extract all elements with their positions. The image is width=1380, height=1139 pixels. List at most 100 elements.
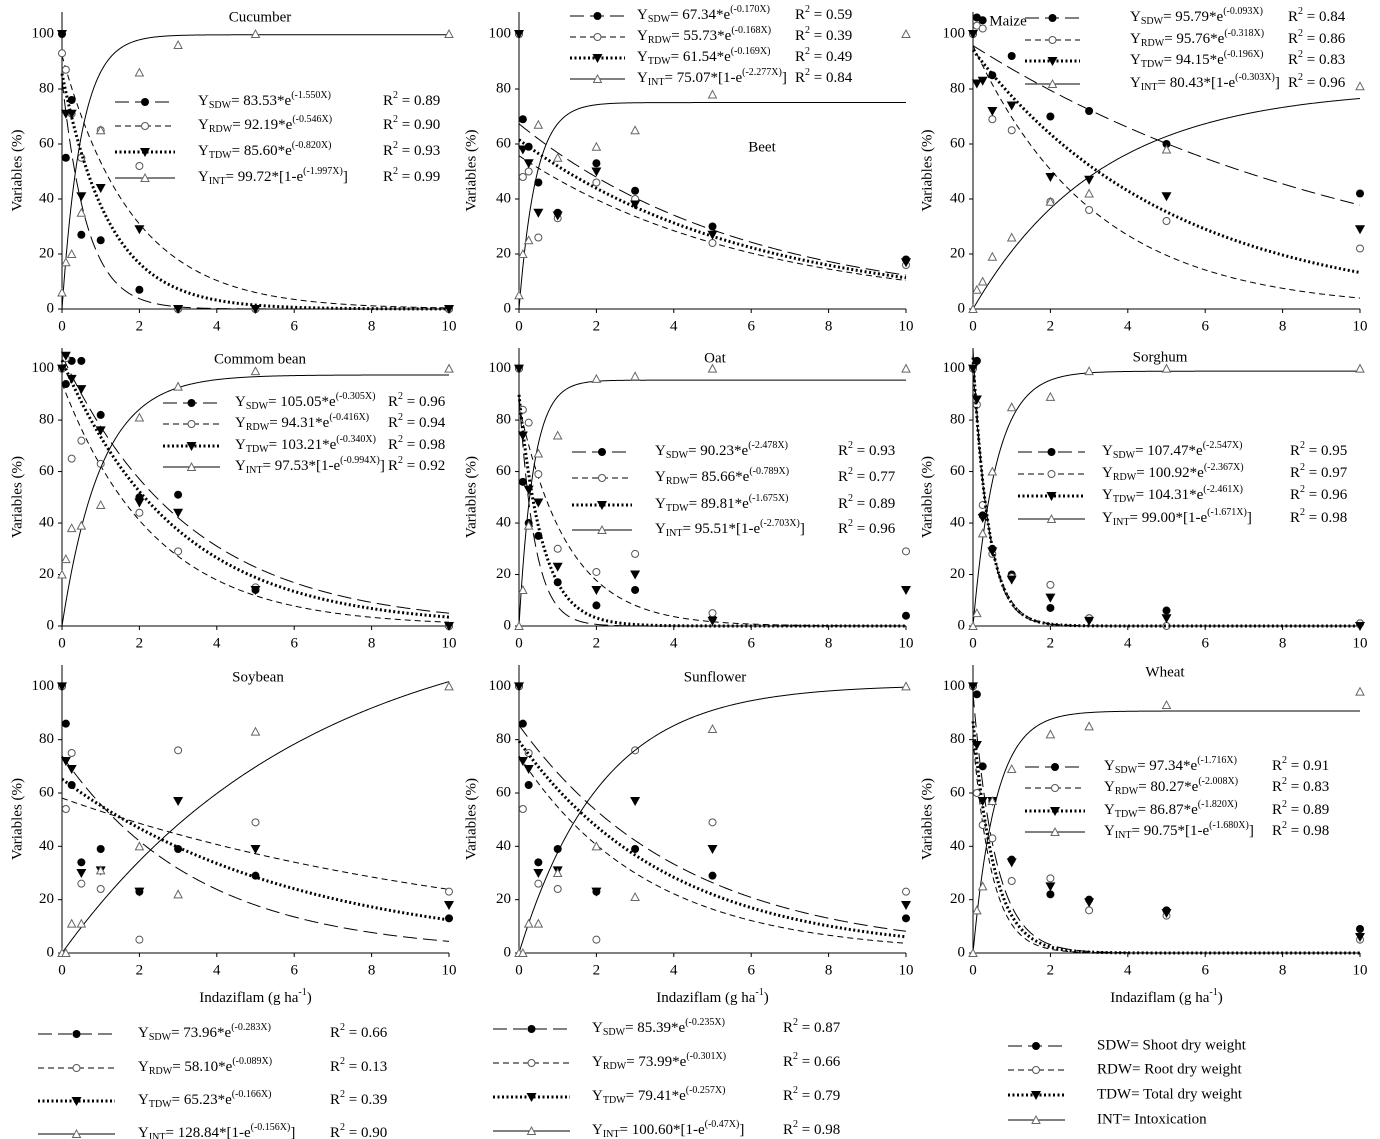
data-point <box>1006 575 1017 585</box>
data-point <box>533 918 544 928</box>
legend-r2: R2 = 0.98 <box>388 434 445 453</box>
data-point <box>173 508 184 518</box>
x-tick-label: 4 <box>213 635 221 651</box>
legend-marker <box>598 474 606 482</box>
data-point <box>444 681 454 691</box>
data-point <box>1355 81 1365 91</box>
data-point <box>514 364 524 374</box>
data-point <box>968 30 978 39</box>
legend-r2: R2 = 0.95 <box>1290 440 1347 459</box>
data-point <box>95 865 106 875</box>
data-point <box>533 869 544 878</box>
data-point <box>553 544 562 553</box>
data-point <box>174 547 183 556</box>
data-point <box>61 805 70 813</box>
y-tick-label: 20 <box>496 245 511 261</box>
legend-r2: R2 = 0.79 <box>783 1085 840 1104</box>
legend-marker <box>593 12 602 20</box>
data-point <box>707 89 718 99</box>
key-marker <box>1031 1091 1041 1100</box>
data-point <box>444 622 454 631</box>
x-tick-label: 0 <box>515 962 523 978</box>
y-axis-label: Variables (%) <box>919 129 935 211</box>
data-point <box>95 499 106 510</box>
data-point <box>1045 729 1056 739</box>
data-point <box>1162 217 1171 225</box>
data-point <box>591 373 602 383</box>
data-point <box>66 918 77 928</box>
data-point <box>1161 699 1172 709</box>
y-tick-label: 80 <box>496 80 511 96</box>
data-point <box>518 173 527 181</box>
data-point <box>968 682 978 692</box>
y-tick-label: 20 <box>496 891 511 907</box>
fit-curve <box>971 357 1360 628</box>
y-tick-label: 80 <box>496 731 511 747</box>
data-point <box>1084 175 1095 185</box>
data-point <box>592 935 601 944</box>
data-point <box>174 746 183 755</box>
legend-marker <box>526 1093 537 1102</box>
legend-r2: R2 = 0.83 <box>1288 49 1345 68</box>
data-point <box>902 914 910 923</box>
y-tick-label: 80 <box>950 412 965 428</box>
data-point <box>707 363 718 373</box>
y-tick-label: 40 <box>496 838 511 854</box>
legend-r2: R2 = 0.96 <box>1290 484 1348 503</box>
fit-curve <box>518 123 907 276</box>
data-point <box>591 887 602 897</box>
legend-marker <box>1048 36 1057 44</box>
data-point <box>134 498 145 508</box>
panel-title: Beet <box>748 139 776 155</box>
data-point <box>66 374 77 384</box>
data-point <box>524 781 533 789</box>
fit-curve <box>518 686 907 954</box>
x-tick-label: 6 <box>1201 962 1209 978</box>
data-point <box>591 167 602 177</box>
legend-equation: YTDW= 89.81*e(-1.675X) <box>655 493 788 514</box>
fit-curve <box>518 138 907 280</box>
y-axis-label: Variables (%) <box>9 456 25 538</box>
data-point <box>96 410 105 419</box>
y-tick-label: 0 <box>504 944 512 960</box>
data-point <box>76 192 87 202</box>
legend-equation: YSDW= 73.96*e(-0.283X) <box>138 1022 271 1043</box>
x-tick-label: 8 <box>825 962 833 978</box>
data-point <box>77 858 86 867</box>
data-point <box>61 719 70 728</box>
y-tick-label: 0 <box>47 617 55 633</box>
data-point <box>518 719 527 728</box>
legend-r2: R2 = 0.87 <box>783 1017 841 1036</box>
legend-marker <box>1050 807 1060 816</box>
legend-equation: YTDW= 86.87*e(-1.820X) <box>1104 799 1237 820</box>
data-point <box>518 947 528 957</box>
x-tick-label: 2 <box>1047 318 1055 334</box>
data-point <box>977 797 988 806</box>
legend-equation: YRDW= 55.73*e(-0.168X) <box>637 25 771 46</box>
y-tick-label: 80 <box>950 80 965 96</box>
legend-equation: YTDW= 85.60*e(-0.820X) <box>198 140 331 161</box>
fit-curve <box>61 374 449 627</box>
x-tick-label: 6 <box>1201 635 1209 651</box>
legend-r2: R2 = 0.89 <box>1272 799 1329 818</box>
data-point <box>523 918 534 928</box>
data-point <box>553 845 562 853</box>
y-tick-label: 60 <box>950 135 965 151</box>
data-point <box>972 356 981 365</box>
data-point <box>60 757 71 766</box>
data-point <box>518 584 528 594</box>
x-tick-label: 0 <box>969 635 977 651</box>
legend-r2: R2 = 0.89 <box>383 90 440 109</box>
y-tick-label: 40 <box>950 514 965 530</box>
data-point <box>552 430 563 440</box>
data-point <box>173 889 183 899</box>
data-point <box>67 96 76 104</box>
panel-title: Wheat <box>1145 664 1185 680</box>
fit-curve <box>517 740 907 939</box>
x-tick-label: 10 <box>899 635 914 651</box>
x-tick-label: 8 <box>1279 318 1287 334</box>
data-point <box>134 841 145 851</box>
data-point <box>1084 616 1095 626</box>
legend-marker <box>140 172 150 182</box>
x-tick-label: 4 <box>670 962 678 978</box>
